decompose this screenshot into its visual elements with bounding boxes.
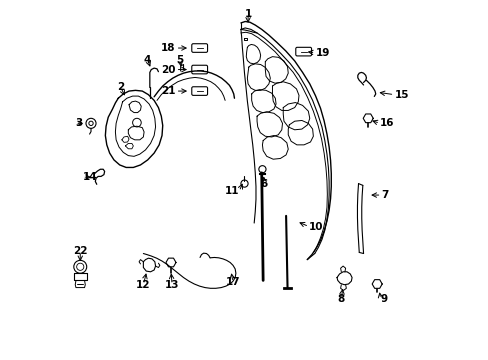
Text: 11: 11	[224, 186, 239, 197]
Text: 19: 19	[315, 48, 329, 58]
Text: 1: 1	[244, 9, 251, 19]
Text: 21: 21	[161, 86, 175, 96]
Text: 8: 8	[337, 294, 344, 304]
Text: 9: 9	[380, 294, 387, 304]
Text: 7: 7	[381, 190, 388, 200]
Text: 22: 22	[73, 246, 87, 256]
Text: 14: 14	[82, 172, 97, 182]
Text: 20: 20	[161, 64, 175, 75]
Text: 5: 5	[176, 55, 183, 65]
Text: 6: 6	[260, 179, 267, 189]
Text: 13: 13	[164, 280, 179, 290]
Text: 15: 15	[394, 90, 408, 100]
Text: 17: 17	[225, 277, 240, 287]
Text: 2: 2	[117, 82, 124, 93]
Text: 16: 16	[379, 118, 394, 128]
Text: 12: 12	[136, 280, 150, 290]
Text: 18: 18	[161, 43, 175, 53]
Text: 4: 4	[143, 55, 151, 65]
Text: 10: 10	[308, 222, 323, 231]
Text: 3: 3	[75, 118, 82, 128]
